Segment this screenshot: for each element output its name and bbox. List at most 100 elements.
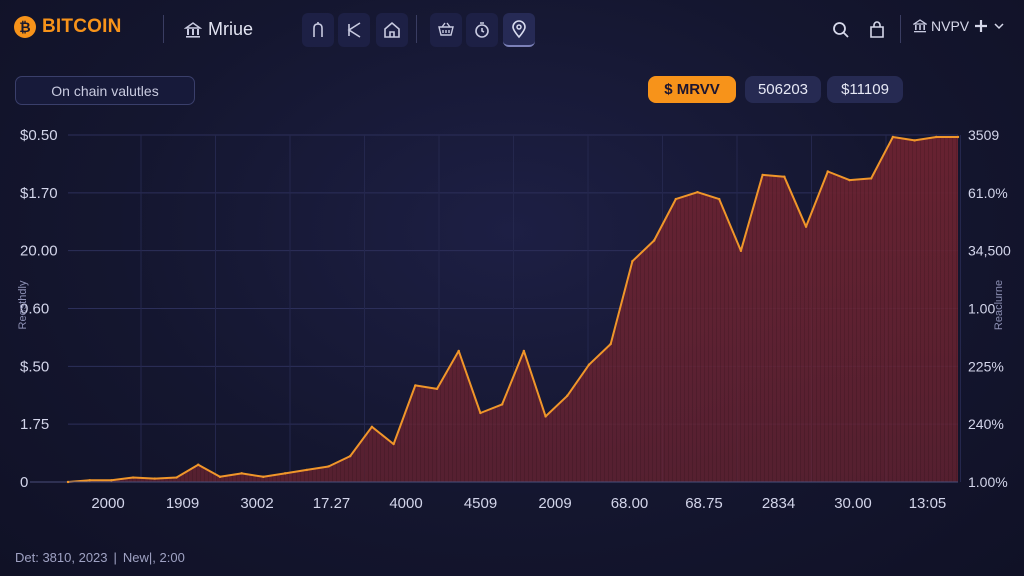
data-point [652,239,656,242]
data-point [348,454,352,458]
timer-button[interactable] [466,13,498,47]
data-point [631,260,634,263]
nav-title-label: Mriue [208,19,254,39]
data-point [609,342,612,346]
user-menu[interactable]: NVPV [913,18,1005,34]
x-tick: 3002 [240,495,273,512]
user-label: NVPV [931,18,970,34]
data-point [500,403,504,406]
data-point [218,475,222,479]
y-tick-right: 34,500 [968,243,1011,259]
chevron-down-icon[interactable] [993,20,1005,32]
search-button[interactable] [831,17,851,43]
back-icon [347,22,361,38]
data-point [435,387,439,391]
bank-icon [913,19,927,33]
y-axis-label-right: Reaclurne [993,280,1005,330]
y-tick-left: 1.75 [20,416,49,433]
fork-button[interactable] [302,13,334,47]
divider [900,15,901,43]
nav-title[interactable]: Mriue [184,19,253,40]
data-point [305,468,308,472]
metric-mrvv-button[interactable]: $ MRVV [648,76,736,103]
area-chart: $0.50 3509 $1.70 61.0% 20.00 34,500 0.60 1.00 $.… [17,127,1011,512]
footer-news: New|, 2:00 [122,550,185,565]
y-tick-left: 0.60 [20,301,49,318]
x-tick: 4000 [389,495,422,512]
home-button[interactable] [376,13,408,47]
home-icon [384,21,400,38]
y-tick-right: 240% [968,416,1004,432]
fork-icon [313,22,323,37]
data-point [718,197,721,201]
x-tick: 68.00 [611,495,649,512]
data-point [479,411,482,415]
y-tick-right: 3509 [968,127,999,143]
data-point [240,472,243,475]
data-point [131,476,135,479]
divider [416,15,417,43]
data-point [327,465,330,468]
data-point [761,173,764,177]
data-point [283,472,287,475]
data-point [88,479,91,482]
top-bar: ₿ BITCOIN Mriue NVPV [0,0,1024,60]
plus-icon[interactable] [973,18,989,34]
data-point [891,135,895,139]
x-tick: 30.00 [834,495,872,512]
section-selector[interactable]: On chain valutles [15,76,195,105]
x-tick: 4509 [464,495,497,512]
x-tick: 1909 [166,495,199,512]
footer-date: Det: 3810, 2023 [15,550,108,565]
data-point [153,477,157,480]
data-point [392,442,395,446]
divider [163,15,164,43]
data-point [826,170,829,173]
x-tick: 2834 [762,495,795,512]
y-tick-right: 61.0% [968,185,1008,201]
data-point [783,175,786,178]
footer: Det: 3810, 2023 | New|, 2:00 [15,550,185,565]
data-point [696,191,699,194]
metric-price-button[interactable]: $11109 [827,76,903,103]
data-point [522,349,526,353]
basket-button[interactable] [430,13,462,47]
x-tick: 68.75 [685,495,723,512]
x-tick: 13:05 [909,495,947,512]
location-button[interactable] [503,13,535,47]
x-tick: 17.27 [313,495,351,512]
brand-logo[interactable]: ₿ BITCOIN [14,16,122,38]
area-texture [68,137,958,482]
y-tick-left: $0.50 [20,127,58,144]
y-tick-right: 1.00% [968,474,1008,490]
data-point [414,384,417,387]
data-point [739,249,743,253]
data-point [804,225,808,228]
data-point [262,475,265,479]
y-tick-left: $.50 [20,358,49,375]
search-icon [833,22,849,38]
back-button[interactable] [338,13,370,47]
bag-button[interactable] [867,17,887,43]
data-point [848,178,851,182]
data-point [566,394,569,397]
data-point [935,135,938,139]
data-point [66,480,70,484]
data-point [457,349,460,353]
data-point [544,415,547,418]
data-point [197,463,200,466]
data-point [370,425,374,428]
bag-icon [870,21,884,38]
data-point [956,135,960,139]
timer-icon [475,22,489,38]
y-tick-left: 20.00 [20,243,58,260]
data-point [110,479,113,482]
footer-separator: | [113,550,117,565]
x-tick: 2009 [538,495,571,512]
location-icon [512,20,526,39]
metric-value-button[interactable]: 506203 [745,76,821,103]
data-point [674,197,678,201]
bank-icon [184,21,202,38]
x-tick: 2000 [91,495,124,512]
brand-name: BITCOIN [42,16,122,37]
